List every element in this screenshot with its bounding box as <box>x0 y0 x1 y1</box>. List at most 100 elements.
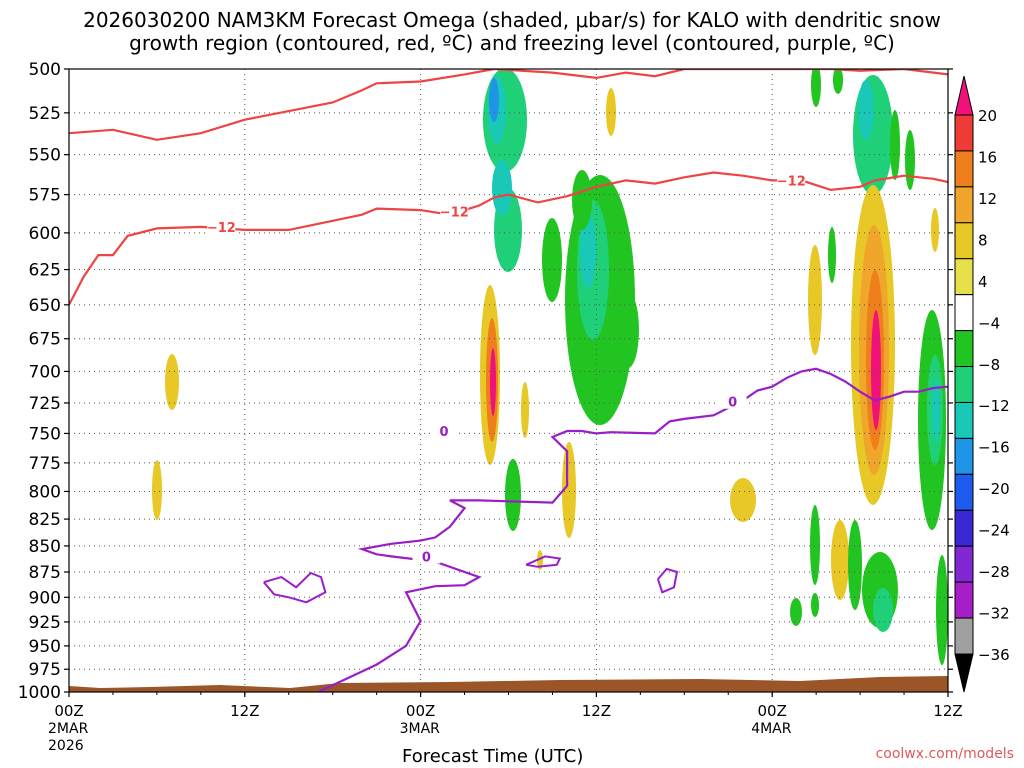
omega-cell-21 <box>730 478 756 522</box>
omega-cell-27 <box>905 130 915 190</box>
chart-title-line2: growth region (contoured, red, ºC) and f… <box>129 31 895 55</box>
dgz-label-1: −12 <box>207 221 236 236</box>
x-tick-date-0: 2MAR <box>48 721 89 737</box>
omega-cell-40 <box>810 505 820 585</box>
omega-cell-20 <box>152 460 162 520</box>
dgz-label-1-bg <box>207 218 236 234</box>
freezing-loop-1 <box>656 567 679 594</box>
x-tick-label-24: 00Z <box>406 702 435 720</box>
omega-cell-16 <box>580 212 596 288</box>
y-tick-label-875: 875 <box>29 563 61 583</box>
y-tick-label-525: 525 <box>29 104 61 124</box>
x-tick-label-0: 00Z <box>54 702 83 720</box>
colorbar-box-13 <box>954 581 974 619</box>
y-tick-label-975: 975 <box>29 660 61 680</box>
y-tick-label-850: 850 <box>29 537 61 557</box>
omega-cell-7 <box>490 348 496 416</box>
omega-cell-39 <box>831 520 849 600</box>
omega-cell-44 <box>790 598 802 626</box>
omega-cell-19 <box>165 354 179 410</box>
dgz-label-3-bg <box>777 172 806 188</box>
colorbar-label-3: 8 <box>978 231 988 249</box>
freezing-label-2-bg <box>412 548 441 564</box>
x-tick-label-12: 12Z <box>230 702 259 720</box>
omega-cell-26 <box>890 110 900 180</box>
omega-cell-25 <box>858 80 874 140</box>
y-tick-label-750: 750 <box>29 424 61 444</box>
ground-layer <box>69 676 948 692</box>
contour-layer: −12 −12 −12 0 0 0 <box>69 69 948 692</box>
y-tick-label-650: 650 <box>29 296 61 316</box>
colorbar-label-13: −36 <box>978 646 1010 664</box>
axes-layer: 500 525 550 575 600 625 650 675 700 725 750 775 800 8… <box>18 60 963 754</box>
x-tick-year-0: 2026 <box>48 738 84 754</box>
colorbar-box-3 <box>954 222 974 260</box>
colorbar-box-8 <box>954 401 974 439</box>
colorbar-box-14 <box>954 617 974 655</box>
y-tick-label-700: 700 <box>29 362 61 382</box>
y-tick-label-1000: 1000 <box>18 683 61 703</box>
omega-cell-28 <box>808 245 822 355</box>
watermark: coolwx.com/models <box>875 746 1014 762</box>
dgz-label-2-bg <box>440 203 469 219</box>
omega-cell-10 <box>562 442 576 538</box>
freezing-loop-2 <box>525 555 562 568</box>
omega-cell-13 <box>542 218 562 302</box>
omega-cell-8 <box>521 382 529 438</box>
y-tick-label-925: 925 <box>29 613 61 633</box>
omega-cell-22 <box>811 69 821 107</box>
colorbar-label-5: −4 <box>978 314 1000 332</box>
colorbar-label-1: 16 <box>978 148 997 166</box>
omega-cell-17 <box>572 170 592 230</box>
y-tick-label-625: 625 <box>29 261 61 281</box>
y-tick-label-950: 950 <box>29 637 61 657</box>
colorbar-label-9: −20 <box>978 480 1010 498</box>
freezing-label-3: 0 <box>728 396 737 411</box>
colorbar-box-0 <box>954 114 974 152</box>
omega-cell-34 <box>931 208 939 252</box>
colorbar: 20 16 12 8 4 −4 −8 −12 −16 −20 −24 −28 −32 −36 <box>954 75 1010 693</box>
dgz-contour-upper <box>69 69 948 141</box>
omega-cell-38 <box>936 555 948 665</box>
x-tick-date-24: 3MAR <box>400 721 441 737</box>
omega-cell-9 <box>505 459 521 531</box>
colorbar-label-11: −28 <box>978 563 1010 581</box>
colorbar-box-4 <box>954 258 974 296</box>
colorbar-bottom-triangle <box>954 653 974 693</box>
omega-cell-4 <box>492 160 512 216</box>
y-tick-label-675: 675 <box>29 330 61 350</box>
dgz-contour-lower <box>69 171 948 306</box>
y-tick-label-725: 725 <box>29 394 61 414</box>
colorbar-box-2 <box>954 186 974 224</box>
freezing-label-1: 0 <box>440 425 449 440</box>
y-tick-label-500: 500 <box>29 60 61 80</box>
colorbar-label-12: −32 <box>978 605 1010 623</box>
x-tick-label-36: 12Z <box>582 702 611 720</box>
freezing-label-1-bg <box>430 423 459 439</box>
colorbar-box-10 <box>954 473 974 511</box>
omega-shading-layer <box>69 69 948 692</box>
x-tick-date-48: 4MAR <box>751 721 792 737</box>
colorbar-box-12 <box>954 545 974 583</box>
y-tick-label-575: 575 <box>29 186 61 206</box>
colorbar-label-4: 4 <box>978 273 988 291</box>
colorbar-box-6 <box>954 330 974 368</box>
colorbar-box-11 <box>954 509 974 547</box>
y-tick-label-800: 800 <box>29 482 61 502</box>
omega-cell-12 <box>606 88 616 136</box>
omega-cell-33 <box>871 310 881 430</box>
colorbar-label-2: 12 <box>978 190 997 208</box>
omega-cell-23 <box>833 69 843 94</box>
omega-cell-41 <box>848 520 862 610</box>
omega-cell-2 <box>489 78 499 122</box>
colorbar-box-5 <box>954 294 974 332</box>
omega-cell-37 <box>932 380 940 440</box>
ground-terrain <box>69 676 948 692</box>
colorbar-label-6: −8 <box>978 356 1000 374</box>
freezing-label-3-bg <box>718 393 747 409</box>
y-tick-label-900: 900 <box>29 588 61 608</box>
omega-cell-18 <box>617 292 639 368</box>
omega-cell-43 <box>873 588 893 632</box>
y-tick-label-825: 825 <box>29 510 61 530</box>
